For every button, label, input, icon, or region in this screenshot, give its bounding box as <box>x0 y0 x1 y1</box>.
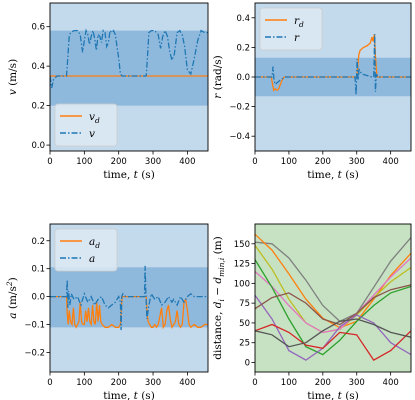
y-tick-label: 0.4 <box>236 14 250 24</box>
chart-panel-2: 0 100 200 300 400 −0.4 −0.2 0.0 0.2 0.4 time, t (s… <box>212 3 411 181</box>
x-tick-label: 100 <box>281 378 297 388</box>
x-tick-label: 200 <box>315 157 331 167</box>
y-tick-label: 0.0 <box>31 141 45 151</box>
y-tick-label: 0.2 <box>31 237 45 247</box>
legend-label: a <box>89 253 95 265</box>
legend: ada <box>55 229 117 271</box>
x-tick-label: 0 <box>47 157 52 167</box>
y-axis-label: distance, di − dmin,i (m) <box>212 236 226 359</box>
y-tick-label: −0.2 <box>24 348 45 358</box>
chart-panel-4: 0 100 200 300 400 0 25 50 75 100 125 150 time, t (s)… <box>212 224 411 400</box>
x-tick-label: 0 <box>252 157 257 167</box>
x-tick-label: 300 <box>145 157 161 167</box>
x-tick-label: 300 <box>349 378 365 388</box>
legend-box <box>55 104 117 146</box>
y-tick-label: −0.1 <box>24 321 45 331</box>
x-tick-label: 100 <box>281 157 297 167</box>
y-tick-label: 0.2 <box>236 43 250 53</box>
y-tick-label: 25 <box>239 339 250 349</box>
x-axis-label: time, t (s) <box>307 390 359 400</box>
y-tick-label: 100 <box>234 279 250 289</box>
y-tick-label: 0.0 <box>31 293 45 303</box>
y-tick-label: 0.0 <box>236 73 250 83</box>
y-tick-label: 0.2 <box>31 102 45 112</box>
y-tick-label: 0.1 <box>31 265 45 275</box>
y-axis-label: v (m/s) <box>7 59 19 95</box>
x-tick-label: 300 <box>349 157 365 167</box>
y-tick-label: −0.2 <box>229 103 250 113</box>
x-axis-label: time, t (s) <box>103 169 155 181</box>
x-tick-label: 0 <box>47 378 52 388</box>
x-tick-label: 200 <box>111 378 127 388</box>
x-tick-label: 300 <box>145 378 161 388</box>
y-axis-label: r (rad/s) <box>212 55 224 99</box>
legend-box <box>55 229 117 271</box>
y-tick-label: 50 <box>239 319 250 329</box>
y-tick-label: 75 <box>239 299 250 309</box>
legend-label: v <box>89 128 95 140</box>
legend: vdv <box>55 104 117 146</box>
y-tick-label: −0.4 <box>229 132 250 142</box>
y-tick-label: 0.4 <box>31 62 45 72</box>
chart-panel-1: 0 100 200 300 400 0.0 0.2 0.4 0.6 time, t (s) v (m… <box>7 3 208 181</box>
x-tick-label: 400 <box>383 157 399 167</box>
x-tick-label: 200 <box>111 157 127 167</box>
y-tick-label: 125 <box>234 260 250 270</box>
x-axis-label: time, t (s) <box>103 390 155 400</box>
y-tick-label: 0.6 <box>31 23 45 33</box>
x-tick-label: 200 <box>315 378 331 388</box>
x-tick-label: 0 <box>252 378 257 388</box>
y-tick-label: 150 <box>234 240 250 250</box>
x-axis-label: time, t (s) <box>307 169 359 181</box>
chart-panel-3: 0 100 200 300 400 −0.2 −0.1 0.0 0.1 0.2 time, t (s… <box>5 224 208 400</box>
x-tick-label: 400 <box>383 378 399 388</box>
x-tick-label: 100 <box>76 157 92 167</box>
x-tick-label: 400 <box>179 157 195 167</box>
y-tick-label: 0 <box>245 359 250 369</box>
x-tick-label: 100 <box>76 378 92 388</box>
x-tick-label: 400 <box>179 378 195 388</box>
legend: rdr <box>260 8 322 50</box>
legend-box <box>260 8 322 50</box>
y-axis-label: a (m/s2) <box>5 277 19 318</box>
